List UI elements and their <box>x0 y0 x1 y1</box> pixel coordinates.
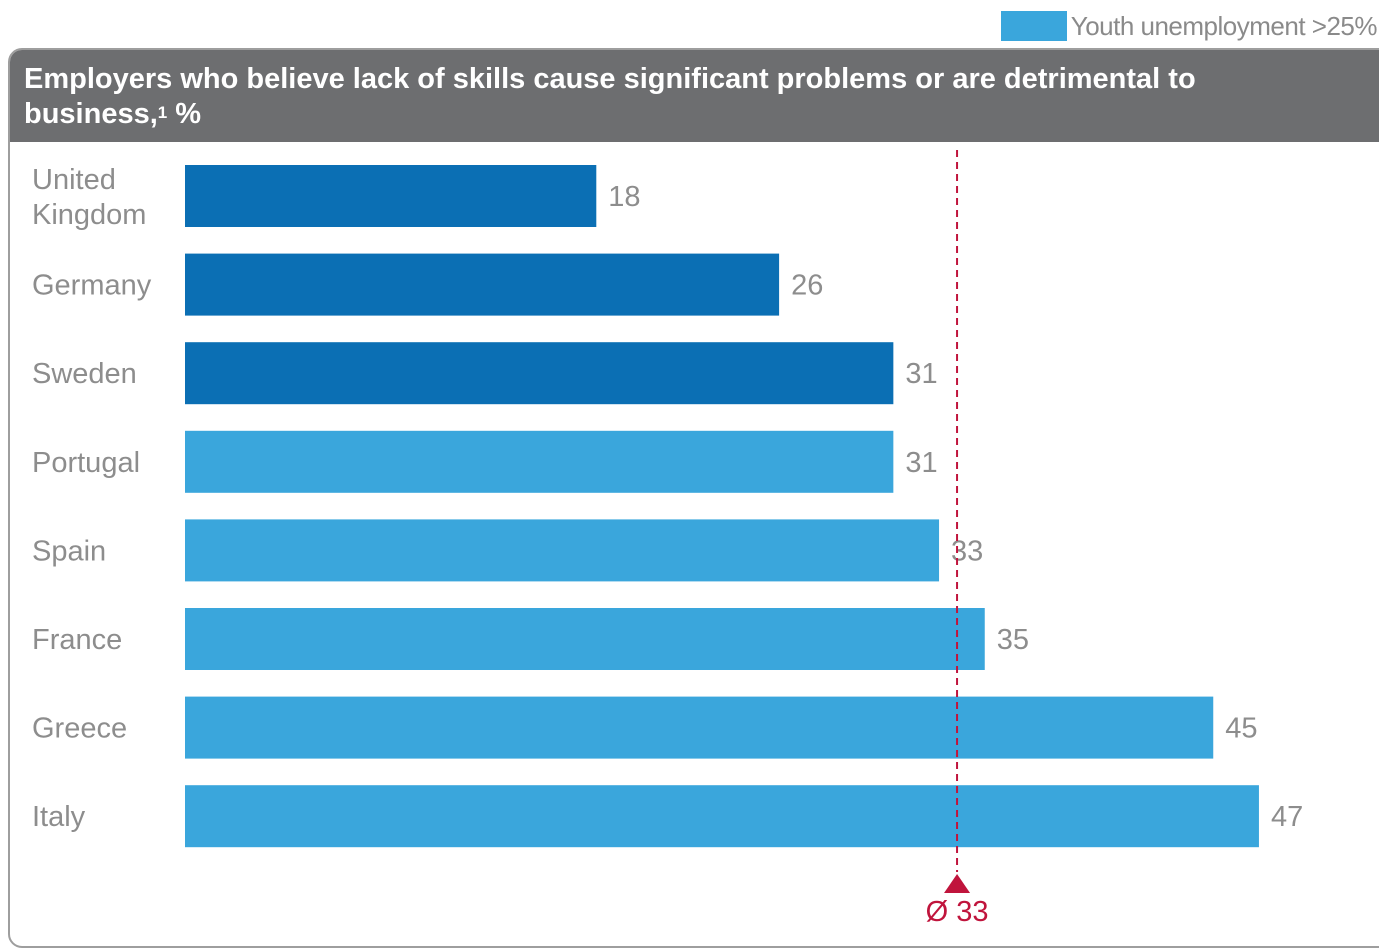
chart-panel: Employers who believe lack of skills cau… <box>8 48 1379 948</box>
chart-header: Employers who believe lack of skills cau… <box>10 50 1379 142</box>
value-label: 33 <box>951 535 983 567</box>
chart-title-unit: % <box>167 98 202 130</box>
category-label: Spain <box>32 535 106 567</box>
legend-swatch <box>1000 11 1067 41</box>
bar-france <box>185 608 985 670</box>
category-label: Portugal <box>32 447 140 479</box>
legend: Youth unemployment >25% <box>1000 10 1378 42</box>
value-label: 35 <box>997 624 1029 656</box>
category-label: United Kingdom <box>32 164 146 231</box>
bar-italy <box>185 785 1259 848</box>
value-label: 31 <box>905 447 937 479</box>
value-label: 26 <box>791 270 823 302</box>
chart-title-footnote: 1 <box>157 103 168 122</box>
bar-sweden <box>185 342 894 405</box>
category-label: Sweden <box>32 358 137 390</box>
bar-united-kingdom <box>185 165 597 227</box>
bar-greece <box>185 696 1214 759</box>
chart-title: Employers who believe lack of skills cau… <box>24 62 1344 132</box>
category-label: Italy <box>32 801 86 833</box>
chart-title-text: Employers who believe lack of skills cau… <box>24 63 1196 130</box>
category-label: Greece <box>32 713 127 745</box>
bar-portugal <box>185 430 894 493</box>
value-label: 31 <box>905 358 937 390</box>
category-label: Germany <box>32 270 152 302</box>
value-label: 18 <box>608 181 640 213</box>
bar-germany <box>185 253 780 316</box>
bar-spain <box>185 519 940 582</box>
average-label: Ø 33 <box>926 896 989 928</box>
category-label: France <box>32 624 122 656</box>
average-marker-icon <box>944 874 971 893</box>
value-label: 45 <box>1225 713 1257 745</box>
legend-label: Youth unemployment >25% <box>1070 10 1378 41</box>
value-label: 47 <box>1271 801 1303 833</box>
